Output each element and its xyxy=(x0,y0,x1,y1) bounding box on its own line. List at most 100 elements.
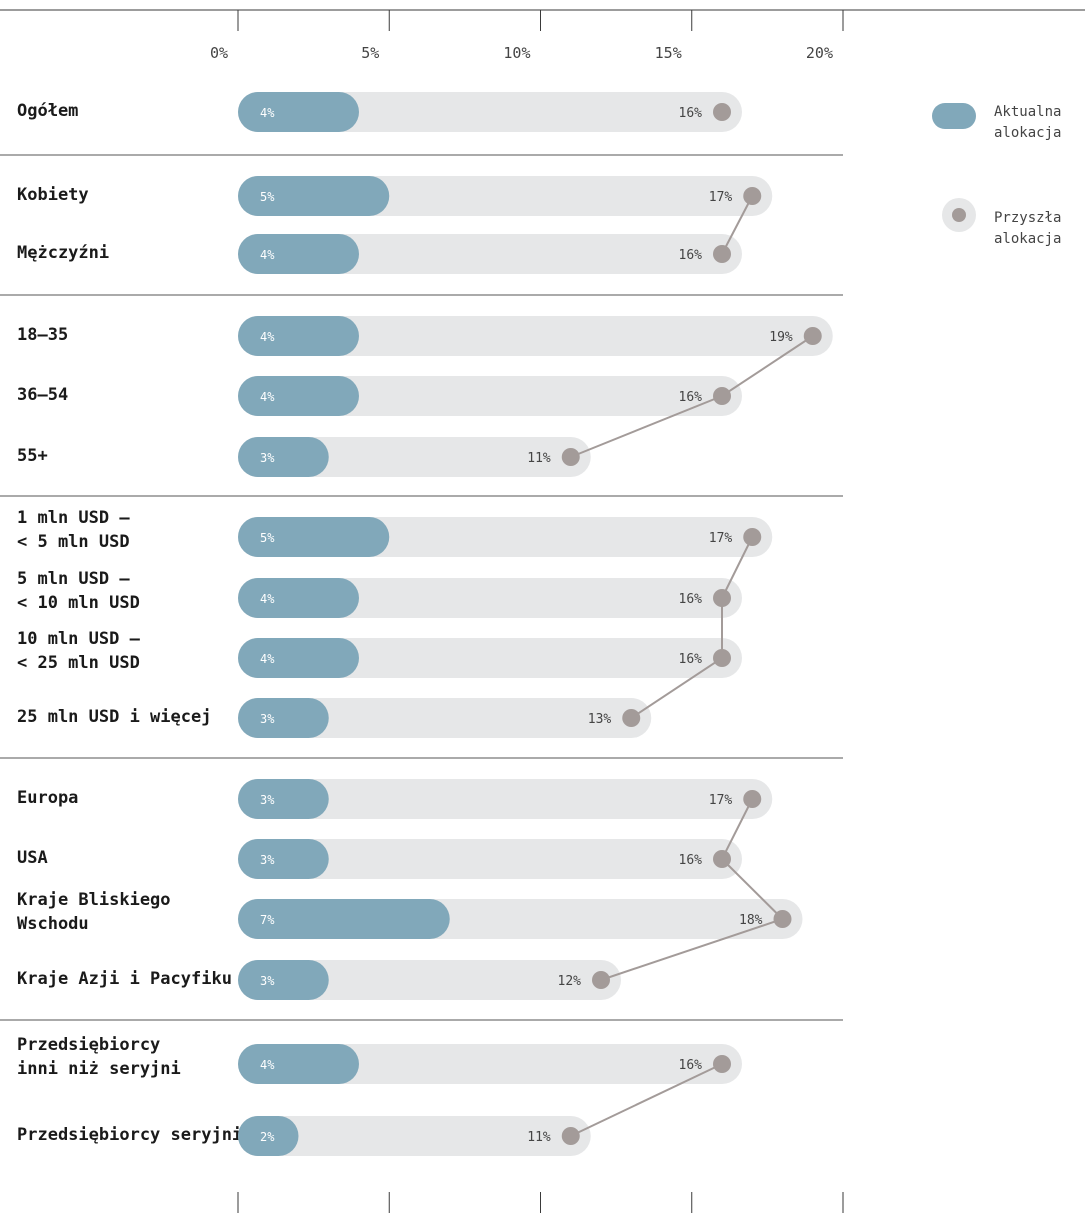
category-label: Kobiety xyxy=(17,185,89,205)
category-label-line: < 10 mln USD xyxy=(17,593,140,613)
future-value-label: 17% xyxy=(709,531,733,546)
current-bar xyxy=(238,899,450,939)
future-dot xyxy=(773,910,792,928)
current-value-label: 4% xyxy=(260,248,275,262)
current-value-label: 3% xyxy=(260,712,275,726)
current-bar xyxy=(238,698,329,738)
future-value-label: 16% xyxy=(679,592,703,607)
future-dot xyxy=(713,103,731,121)
legend-item-current: Aktualna alokacja xyxy=(930,100,1080,150)
x-tick-label: 5% xyxy=(361,44,379,62)
current-bar xyxy=(238,376,359,416)
future-track-bar xyxy=(238,437,591,477)
category-label-line: Ogółem xyxy=(17,101,78,121)
current-value-label: 4% xyxy=(260,592,275,606)
future-track-bar xyxy=(238,578,742,618)
category-label-line: Europa xyxy=(17,788,78,808)
future-track-bar xyxy=(238,698,652,738)
category-label: Przedsiębiorcy inni niż seryjni xyxy=(17,1035,181,1079)
category-label-line: 36–54 xyxy=(17,385,68,405)
legend-swatch-current xyxy=(932,103,976,129)
future-dot xyxy=(713,649,731,667)
legend-item-future: Przyszła alokacja xyxy=(930,198,1080,248)
current-bar xyxy=(238,437,329,477)
category-label: Ogółem xyxy=(17,101,78,121)
future-value-label: 11% xyxy=(527,1130,551,1145)
future-dot xyxy=(743,528,762,546)
current-bar xyxy=(238,1044,359,1084)
category-label-line: Przedsiębiorcy xyxy=(17,1035,160,1055)
category-label-line: < 25 mln USD xyxy=(17,653,140,673)
future-value-label: 13% xyxy=(588,712,612,727)
future-dot xyxy=(561,448,580,466)
category-label-line: USA xyxy=(17,848,48,868)
future-connector-line xyxy=(570,1063,723,1137)
future-connector-line xyxy=(721,195,754,255)
current-value-label: 2% xyxy=(260,1130,275,1144)
current-bar xyxy=(238,960,329,1000)
category-label: Przedsiębiorcy seryjni xyxy=(17,1125,242,1145)
future-track-bar xyxy=(238,316,833,356)
legend-swatch-future-dot xyxy=(952,208,966,222)
future-connector-line xyxy=(630,536,754,719)
category-label: 25 mln USD i więcej xyxy=(17,707,211,727)
category-label-line: 18–35 xyxy=(17,325,68,345)
category-label-line: Przedsiębiorcy seryjni xyxy=(17,1125,242,1145)
future-track-bar xyxy=(238,92,742,132)
category-label-line: 55+ xyxy=(17,446,48,466)
current-bar xyxy=(238,578,359,618)
x-tick-label: 20% xyxy=(806,44,833,62)
current-bar xyxy=(238,638,359,678)
current-value-label: 7% xyxy=(260,913,275,927)
future-connector-line xyxy=(600,798,785,981)
current-value-label: 3% xyxy=(260,974,275,988)
category-label-line: inni niż seryjni xyxy=(17,1059,181,1079)
future-value-label: 19% xyxy=(769,330,793,345)
future-track-bar xyxy=(238,1044,742,1084)
future-track-bar xyxy=(238,839,742,879)
category-label: USA xyxy=(17,848,48,868)
current-bar xyxy=(238,234,359,274)
category-label-line: Kraje Azji i Pacyfiku xyxy=(17,969,232,989)
future-value-label: 16% xyxy=(679,390,703,405)
category-label-line: 10 mln USD – xyxy=(17,629,141,649)
category-label-line: 25 mln USD i więcej xyxy=(17,707,211,727)
current-bar xyxy=(238,779,329,819)
future-track-bar xyxy=(238,376,742,416)
x-tick-label: 0% xyxy=(210,44,228,62)
current-bar xyxy=(238,316,359,356)
current-bar xyxy=(238,176,390,216)
current-value-label: 3% xyxy=(260,853,275,867)
future-dot xyxy=(803,327,822,345)
category-label-line: Kobiety xyxy=(17,185,89,205)
future-dot xyxy=(713,1055,731,1073)
future-value-label: 16% xyxy=(679,1058,703,1073)
x-tick-label: 10% xyxy=(503,44,530,62)
legend-label-current: Aktualna alokacja xyxy=(994,104,1062,141)
category-label: 18–35 xyxy=(17,325,68,345)
future-dot xyxy=(713,387,731,405)
future-dot xyxy=(743,790,762,808)
future-dot xyxy=(713,245,731,263)
future-value-label: 16% xyxy=(679,652,703,667)
future-value-label: 12% xyxy=(558,974,582,989)
future-value-label: 18% xyxy=(739,913,763,928)
current-value-label: 4% xyxy=(260,390,275,404)
category-label: 1 mln USD – < 5 mln USD xyxy=(17,508,130,552)
future-dot xyxy=(561,1127,580,1145)
current-bar xyxy=(238,1116,299,1156)
category-label-line: Kraje Bliskiego xyxy=(17,890,171,910)
category-label-line: < 5 mln USD xyxy=(17,532,130,552)
current-bar xyxy=(238,839,329,879)
category-label: Kraje Azji i Pacyfiku xyxy=(17,969,232,989)
future-track-bar xyxy=(238,234,742,274)
category-label: 10 mln USD – < 25 mln USD xyxy=(17,629,141,673)
category-label-line: Wschodu xyxy=(17,914,89,934)
current-value-label: 4% xyxy=(260,1058,275,1072)
current-bar xyxy=(238,92,359,132)
future-track-bar xyxy=(238,779,773,819)
future-track-bar xyxy=(238,1116,591,1156)
future-dot xyxy=(713,589,731,607)
category-label: 55+ xyxy=(17,446,48,466)
legend-label-future: Przyszła alokacja xyxy=(994,210,1062,247)
